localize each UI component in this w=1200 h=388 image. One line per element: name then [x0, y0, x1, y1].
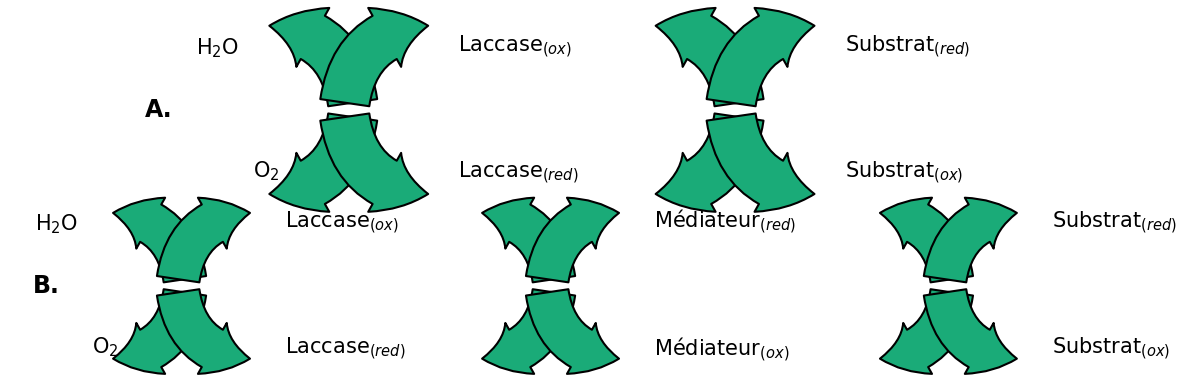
Text: Substrat$_{(red)}$: Substrat$_{(red)}$: [1052, 210, 1177, 236]
FancyArrowPatch shape: [157, 198, 250, 282]
FancyArrowPatch shape: [113, 198, 206, 282]
FancyArrowPatch shape: [707, 113, 815, 212]
Text: A.: A.: [145, 98, 173, 122]
Text: Substrat$_{(ox)}$: Substrat$_{(ox)}$: [1052, 336, 1170, 362]
FancyArrowPatch shape: [655, 8, 763, 106]
Text: Substrat$_{(ox)}$: Substrat$_{(ox)}$: [845, 159, 962, 186]
Text: Substrat$_{(red)}$: Substrat$_{(red)}$: [845, 34, 970, 60]
FancyArrowPatch shape: [482, 198, 575, 282]
FancyArrowPatch shape: [924, 289, 1016, 374]
FancyArrowPatch shape: [526, 198, 619, 282]
FancyArrowPatch shape: [880, 289, 973, 374]
FancyArrowPatch shape: [880, 198, 973, 282]
Text: O$_2$: O$_2$: [91, 336, 118, 359]
FancyArrowPatch shape: [707, 8, 815, 106]
Text: Laccase$_{(red)}$: Laccase$_{(red)}$: [286, 336, 406, 362]
Text: Laccase$_{(ox)}$: Laccase$_{(ox)}$: [458, 34, 572, 60]
FancyArrowPatch shape: [269, 8, 377, 106]
Text: Laccase$_{(ox)}$: Laccase$_{(ox)}$: [286, 210, 400, 236]
FancyArrowPatch shape: [320, 113, 428, 212]
FancyArrowPatch shape: [269, 113, 377, 212]
FancyArrowPatch shape: [113, 289, 206, 374]
Text: Laccase$_{(red)}$: Laccase$_{(red)}$: [458, 159, 578, 186]
Text: H$_2$O: H$_2$O: [35, 213, 78, 236]
Text: Médiateur$_{(ox)}$: Médiateur$_{(ox)}$: [654, 336, 790, 364]
Text: B.: B.: [34, 274, 60, 298]
Text: Médiateur$_{(red)}$: Médiateur$_{(red)}$: [654, 208, 797, 236]
FancyArrowPatch shape: [320, 8, 428, 106]
Text: O$_2$: O$_2$: [253, 159, 280, 183]
FancyArrowPatch shape: [157, 289, 250, 374]
FancyArrowPatch shape: [924, 198, 1016, 282]
FancyArrowPatch shape: [482, 289, 575, 374]
Text: H$_2$O: H$_2$O: [196, 36, 239, 60]
FancyArrowPatch shape: [526, 289, 619, 374]
FancyArrowPatch shape: [655, 113, 763, 212]
